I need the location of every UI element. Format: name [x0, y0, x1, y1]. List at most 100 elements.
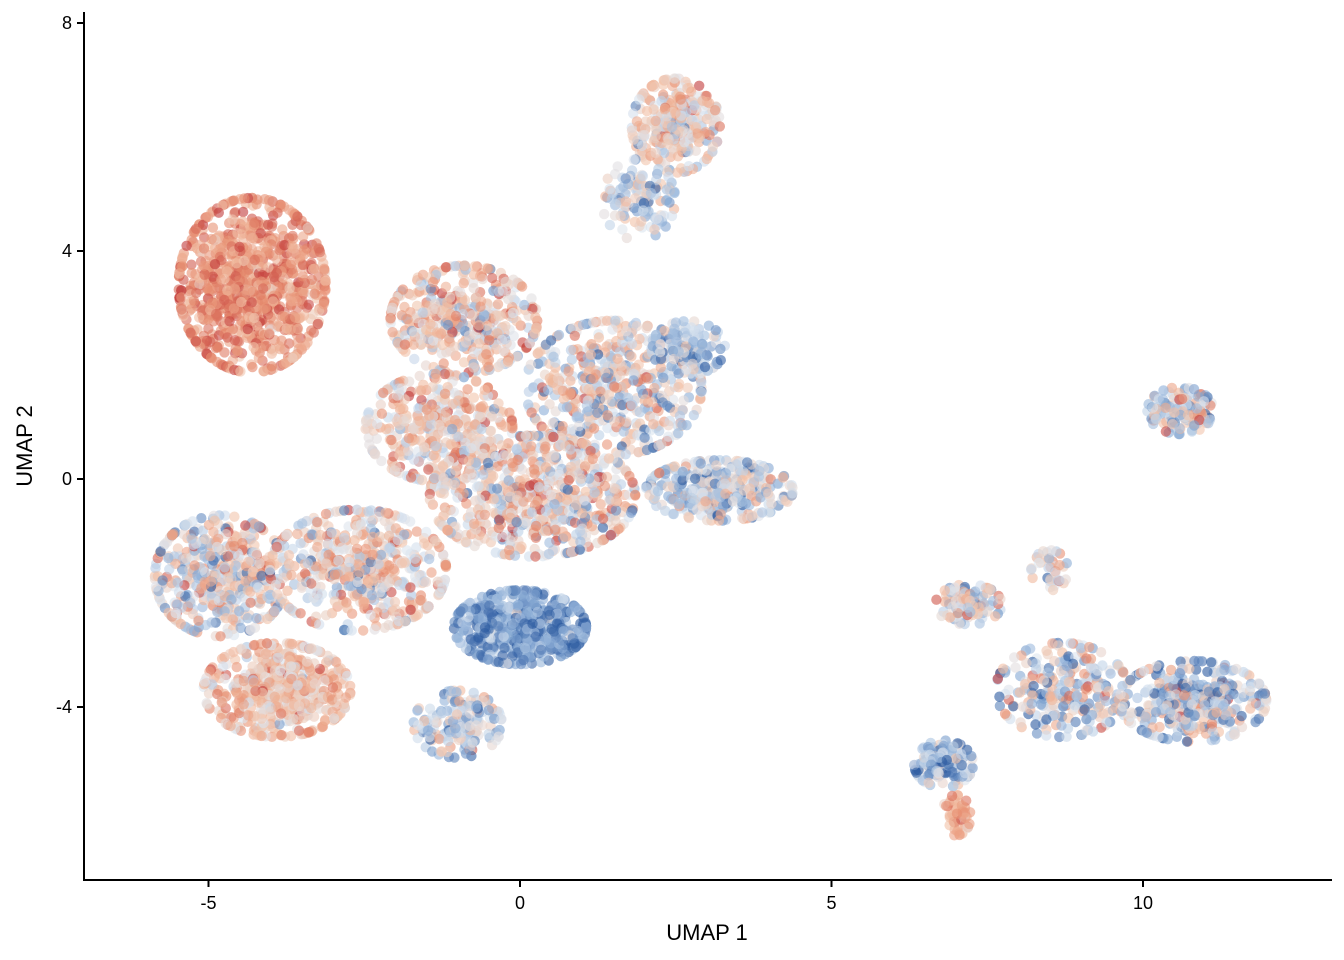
scatter-point — [547, 417, 559, 429]
scatter-point — [487, 272, 498, 284]
scatter-point — [523, 386, 535, 397]
scatter-point — [628, 154, 639, 165]
scatter-point — [580, 621, 592, 633]
scatter-point — [459, 294, 471, 306]
scatter-point — [553, 329, 565, 341]
scatter-point — [575, 525, 586, 537]
scatter-point — [588, 423, 600, 434]
scatter-point — [666, 493, 677, 505]
scatter-point — [671, 336, 682, 348]
scatter-point — [264, 328, 275, 339]
scatter-point — [448, 506, 459, 517]
scatter-point — [441, 506, 452, 518]
scatter-point — [473, 320, 485, 331]
scatter-point — [274, 343, 286, 355]
scatter-point — [620, 449, 631, 460]
scatter-point — [601, 372, 612, 384]
scatter-point — [533, 482, 545, 493]
scatter-point — [253, 521, 265, 532]
scatter-point — [493, 621, 504, 632]
scatter-point — [387, 327, 398, 338]
scatter-point — [228, 629, 240, 641]
scatter-point — [535, 644, 547, 655]
scatter-point — [242, 323, 253, 335]
scatter-point — [526, 441, 537, 452]
scatter-point — [235, 366, 246, 377]
scatter-point — [234, 606, 245, 617]
scatter-point — [404, 376, 415, 387]
scatter-point — [787, 488, 798, 499]
scatter-point — [530, 312, 541, 323]
scatter-point — [428, 450, 439, 461]
scatter-point — [677, 466, 688, 478]
scatter-point — [558, 393, 569, 405]
scatter-point — [727, 496, 739, 507]
scatter-point — [204, 250, 215, 261]
scatter-point — [682, 382, 693, 393]
scatter-point — [442, 297, 453, 308]
scatter-point — [297, 231, 309, 242]
scatter-point — [572, 411, 583, 422]
scatter-point — [649, 224, 660, 235]
scatter-point — [711, 460, 722, 471]
scatter-point — [604, 219, 616, 231]
scatter-point — [500, 421, 511, 432]
scatter-point — [447, 423, 458, 435]
scatter-point — [255, 228, 266, 239]
scatter-point — [642, 320, 653, 331]
scatter-point — [563, 506, 575, 517]
scatter-point — [481, 349, 492, 360]
scatter-point — [470, 292, 481, 303]
scatter-point — [526, 407, 537, 418]
scatter-point — [427, 304, 438, 315]
scatter-point — [186, 267, 197, 279]
scatter-point — [507, 307, 519, 319]
scatter-point — [443, 333, 455, 344]
scatter-point — [637, 130, 648, 141]
scatter-point — [626, 351, 637, 362]
scatter-point — [694, 80, 705, 92]
scatter-point — [229, 335, 240, 346]
scatter-point — [565, 461, 576, 473]
scatter-point — [478, 309, 490, 320]
scatter-point — [478, 469, 489, 480]
scatter-point — [258, 304, 269, 315]
scatter-point — [290, 312, 301, 323]
scatter-point — [430, 368, 441, 380]
scatter-point — [284, 283, 295, 294]
scatter-point — [240, 575, 251, 587]
scatter-point — [483, 361, 494, 373]
scatter-point — [318, 299, 329, 310]
scatter-point — [185, 327, 196, 338]
scatter-point — [236, 296, 247, 308]
scatter-point — [530, 551, 541, 562]
scatter-point — [738, 485, 750, 496]
scatter-point — [532, 606, 543, 618]
scatter-point — [468, 346, 480, 358]
scatter-point — [654, 425, 665, 437]
scatter-point — [544, 537, 555, 548]
scatter-point — [673, 382, 684, 393]
scatter-point — [193, 615, 204, 626]
scatter-point — [173, 587, 185, 598]
scatter-point — [370, 449, 381, 460]
scatter-point — [200, 533, 211, 545]
scatter-point — [545, 489, 557, 501]
scatter-point — [602, 422, 613, 434]
scatter-point — [519, 299, 530, 311]
scatter-point — [757, 507, 768, 518]
scatter-point — [563, 366, 574, 377]
scatter-point — [453, 431, 464, 442]
scatter-point — [651, 213, 663, 224]
scatter-point — [194, 312, 205, 323]
scatter-point — [172, 577, 183, 588]
scatter-point — [500, 276, 511, 288]
scatter-point — [233, 550, 244, 561]
scatter-point — [209, 259, 221, 270]
scatter-point — [660, 195, 672, 206]
scatter-point — [616, 441, 628, 452]
scatter-point — [439, 388, 451, 399]
scatter-point — [550, 524, 561, 535]
scatter-point — [682, 128, 694, 139]
